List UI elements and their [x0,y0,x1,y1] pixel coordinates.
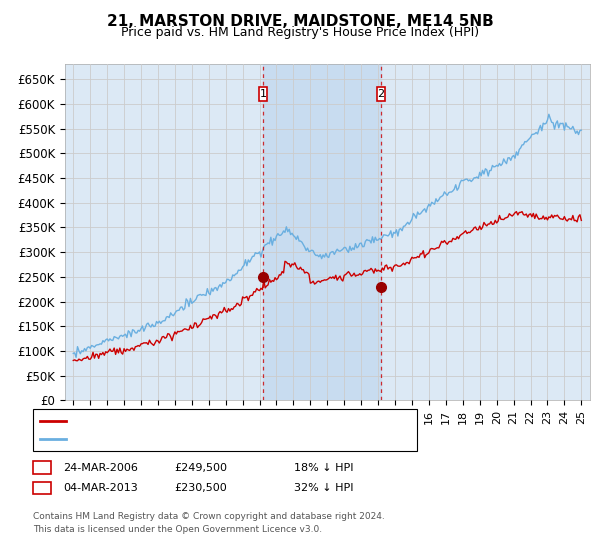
Text: 04-MAR-2013: 04-MAR-2013 [63,483,138,493]
Text: 21, MARSTON DRIVE, MAIDSTONE, ME14 5NB (detached house): 21, MARSTON DRIVE, MAIDSTONE, ME14 5NB (… [70,417,401,426]
Text: 1: 1 [260,89,267,99]
Bar [263,64,381,400]
Text: 2: 2 [377,89,385,99]
Text: 2: 2 [38,483,46,493]
Text: £249,500: £249,500 [174,463,227,473]
Text: 24-MAR-2006: 24-MAR-2006 [63,463,138,473]
Text: 21, MARSTON DRIVE, MAIDSTONE, ME14 5NB: 21, MARSTON DRIVE, MAIDSTONE, ME14 5NB [107,14,493,29]
Text: HPI: Average price, detached house, Maidstone: HPI: Average price, detached house, Maid… [70,434,317,444]
Text: Price paid vs. HM Land Registry's House Price Index (HPI): Price paid vs. HM Land Registry's House … [121,26,479,39]
Text: 32% ↓ HPI: 32% ↓ HPI [294,483,353,493]
Text: 18% ↓ HPI: 18% ↓ HPI [294,463,353,473]
Text: Contains HM Land Registry data © Crown copyright and database right 2024.
This d: Contains HM Land Registry data © Crown c… [33,512,385,534]
FancyBboxPatch shape [377,87,385,101]
FancyBboxPatch shape [259,87,267,101]
Text: £230,500: £230,500 [174,483,227,493]
Text: 1: 1 [38,463,46,473]
